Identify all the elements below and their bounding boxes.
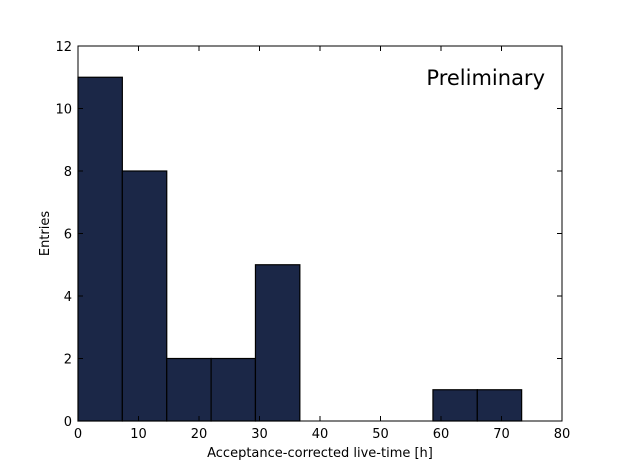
x-tick-label: 20 xyxy=(191,427,208,442)
y-tick-label: 4 xyxy=(64,290,72,305)
y-axis-ticks: 0 2 4 6 8 10 12 xyxy=(55,40,562,430)
histogram-bar xyxy=(77,76,123,422)
x-tick-label: 40 xyxy=(312,427,329,442)
y-tick-label: 8 xyxy=(64,165,72,180)
preliminary-annotation: Preliminary xyxy=(426,66,545,90)
histogram-bar xyxy=(432,389,478,422)
x-tick-label: 10 xyxy=(130,427,147,442)
x-tick-label: 60 xyxy=(433,427,450,442)
y-tick-label: 0 xyxy=(64,415,72,430)
x-tick-label: 50 xyxy=(372,427,389,442)
x-axis-ticks: 0 10 20 30 40 50 60 70 80 xyxy=(74,46,570,442)
histogram-bar xyxy=(476,389,523,422)
histogram-bar xyxy=(166,357,212,422)
x-tick-label: 0 xyxy=(74,427,82,442)
y-tick-label: 10 xyxy=(55,103,72,118)
x-tick-label: 70 xyxy=(493,427,510,442)
x-tick-label: 30 xyxy=(251,427,268,442)
x-axis-label: Acceptance-corrected live-time [h] xyxy=(207,446,433,461)
y-tick-label: 12 xyxy=(55,40,72,55)
x-tick-label: 80 xyxy=(554,427,571,442)
bars-group xyxy=(77,76,523,422)
y-axis-label: Entries xyxy=(38,211,53,257)
y-tick-label: 2 xyxy=(64,353,72,368)
histogram-bar xyxy=(121,170,168,422)
histogram-bar xyxy=(210,357,257,422)
histogram-bar xyxy=(254,264,301,422)
y-tick-label: 6 xyxy=(64,228,72,243)
